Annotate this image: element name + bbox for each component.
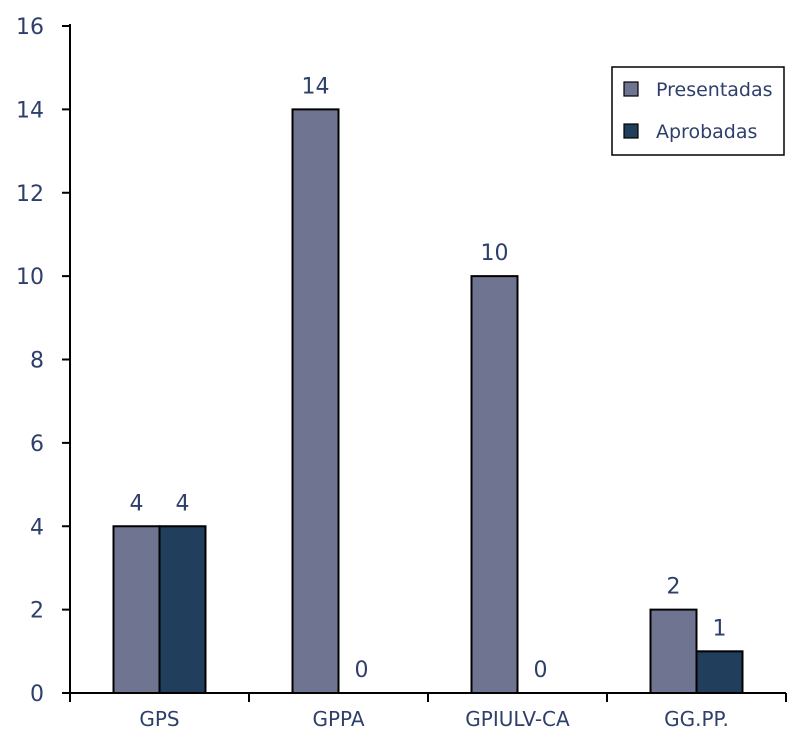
legend-label-aprobadas: Aprobadas: [656, 121, 757, 143]
legend-swatch-presentadas: [623, 81, 639, 97]
bar-aprobadas-gps: [158, 525, 207, 694]
bar-aprobadas-gg.pp.: [695, 650, 744, 694]
data-label-aprobadas-gg.pp.: 1: [713, 616, 727, 641]
y-tick-label: 16: [16, 15, 44, 40]
y-tick-label: 0: [30, 682, 44, 707]
y-tick-label: 8: [30, 349, 44, 374]
y-axis: 0 2 4 6 8 10 12 14 16: [16, 15, 71, 707]
y-tick-label: 2: [30, 599, 44, 624]
data-label-aprobadas-gps: 4: [176, 491, 190, 516]
data-label-aprobadas-gppa: 0: [355, 658, 369, 683]
y-tick-label: 14: [16, 98, 44, 123]
legend: Presentadas Aprobadas: [611, 66, 785, 156]
y-tick-label: 12: [16, 182, 44, 207]
y-tick-label: 4: [30, 515, 44, 540]
x-category-label: GPIULV-CA: [465, 707, 570, 731]
y-tick-label: 6: [30, 432, 44, 457]
bar-presentadas-gppa: [291, 108, 340, 694]
y-tick-label: 10: [16, 265, 44, 290]
data-label-aprobadas-gpiulv-ca: 0: [534, 658, 548, 683]
bars: [112, 108, 744, 694]
legend-label-presentadas: Presentadas: [656, 79, 773, 101]
bar-presentadas-gg.pp.: [649, 608, 698, 694]
x-category-label: GG.PP.: [664, 707, 729, 731]
x-category-label: GPPA: [312, 707, 364, 731]
data-label-presentadas-gps: 4: [130, 491, 144, 516]
data-label-presentadas-gpiulv-ca: 10: [481, 241, 509, 266]
data-label-presentadas-gppa: 14: [302, 74, 330, 99]
legend-box: [611, 66, 785, 156]
legend-swatch-aprobadas: [623, 123, 639, 139]
bar-presentadas-gpiulv-ca: [470, 275, 519, 694]
x-axis: GPS GPPA GPIULV-CA GG.PP.: [69, 692, 787, 731]
bar-presentadas-gps: [112, 525, 161, 694]
data-label-presentadas-gg.pp.: 2: [667, 575, 681, 600]
x-category-label: GPS: [139, 707, 179, 731]
data-labels: 4 4 14 0 10 0 2 1: [130, 74, 727, 683]
